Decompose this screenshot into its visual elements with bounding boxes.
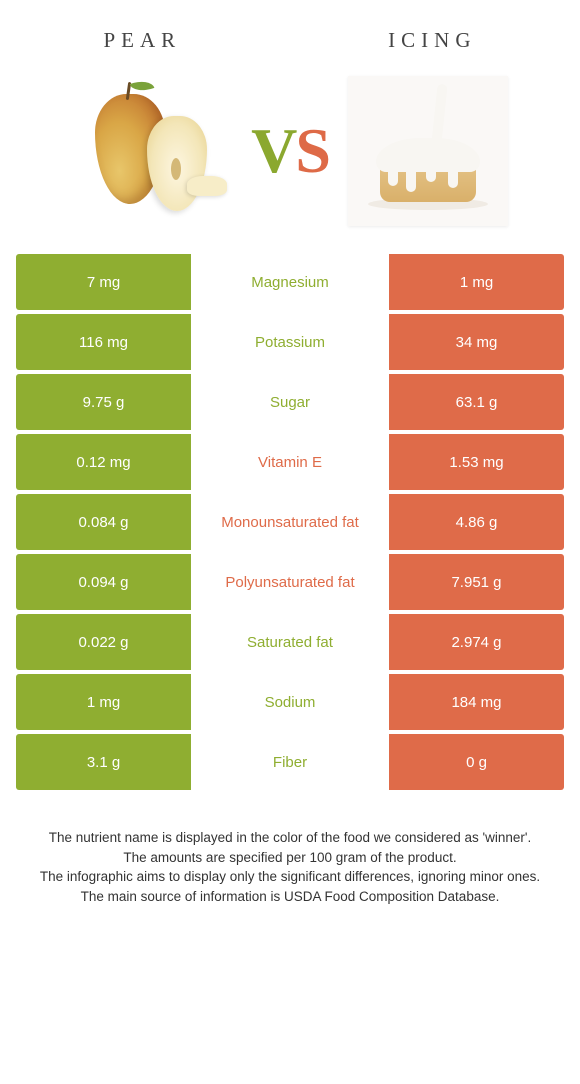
right-value: 1 mg	[389, 254, 564, 310]
table-row: 0.084 gMonounsaturated fat4.86 g	[16, 494, 564, 550]
right-value: 4.86 g	[389, 494, 564, 550]
nutrient-label: Magnesium	[191, 254, 389, 310]
footer-line: The main source of information is USDA F…	[18, 887, 562, 907]
right-value: 34 mg	[389, 314, 564, 370]
nutrient-label: Polyunsaturated fat	[191, 554, 389, 610]
left-value: 1 mg	[16, 674, 191, 730]
vs-v: V	[251, 115, 295, 186]
vs-s: S	[295, 115, 329, 186]
header: Pear Icing	[0, 0, 580, 63]
right-value: 63.1 g	[389, 374, 564, 430]
nutrient-label: Potassium	[191, 314, 389, 370]
icing-image	[341, 73, 516, 228]
left-value: 0.094 g	[16, 554, 191, 610]
left-value: 0.12 mg	[16, 434, 191, 490]
table-row: 1 mgSodium184 mg	[16, 674, 564, 730]
left-value: 116 mg	[16, 314, 191, 370]
footer-line: The infographic aims to display only the…	[18, 867, 562, 887]
nutrient-label: Fiber	[191, 734, 389, 790]
left-value: 3.1 g	[16, 734, 191, 790]
left-value: 0.084 g	[16, 494, 191, 550]
nutrient-label: Saturated fat	[191, 614, 389, 670]
table-row: 7 mgMagnesium1 mg	[16, 254, 564, 310]
nutrient-label: Sodium	[191, 674, 389, 730]
table-row: 0.022 gSaturated fat2.974 g	[16, 614, 564, 670]
table-row: 0.094 gPolyunsaturated fat7.951 g	[16, 554, 564, 610]
right-value: 2.974 g	[389, 614, 564, 670]
left-value: 0.022 g	[16, 614, 191, 670]
footer-notes: The nutrient name is displayed in the co…	[0, 794, 580, 906]
footer-line: The nutrient name is displayed in the co…	[18, 828, 562, 848]
right-food-title: Icing	[388, 28, 476, 53]
right-value: 7.951 g	[389, 554, 564, 610]
table-row: 0.12 mgVitamin E1.53 mg	[16, 434, 564, 490]
right-value: 0 g	[389, 734, 564, 790]
left-food-title: Pear	[103, 28, 181, 53]
left-value: 9.75 g	[16, 374, 191, 430]
pear-image	[64, 73, 239, 228]
vs-label: VS	[251, 114, 329, 188]
table-row: 116 mgPotassium34 mg	[16, 314, 564, 370]
nutrient-label: Monounsaturated fat	[191, 494, 389, 550]
right-value: 184 mg	[389, 674, 564, 730]
nutrient-table: 7 mgMagnesium1 mg116 mgPotassium34 mg9.7…	[0, 254, 580, 790]
hero-section: VS	[0, 63, 580, 254]
right-value: 1.53 mg	[389, 434, 564, 490]
table-row: 9.75 gSugar63.1 g	[16, 374, 564, 430]
footer-line: The amounts are specified per 100 gram o…	[18, 848, 562, 868]
left-value: 7 mg	[16, 254, 191, 310]
table-row: 3.1 gFiber0 g	[16, 734, 564, 790]
nutrient-label: Vitamin E	[191, 434, 389, 490]
nutrient-label: Sugar	[191, 374, 389, 430]
